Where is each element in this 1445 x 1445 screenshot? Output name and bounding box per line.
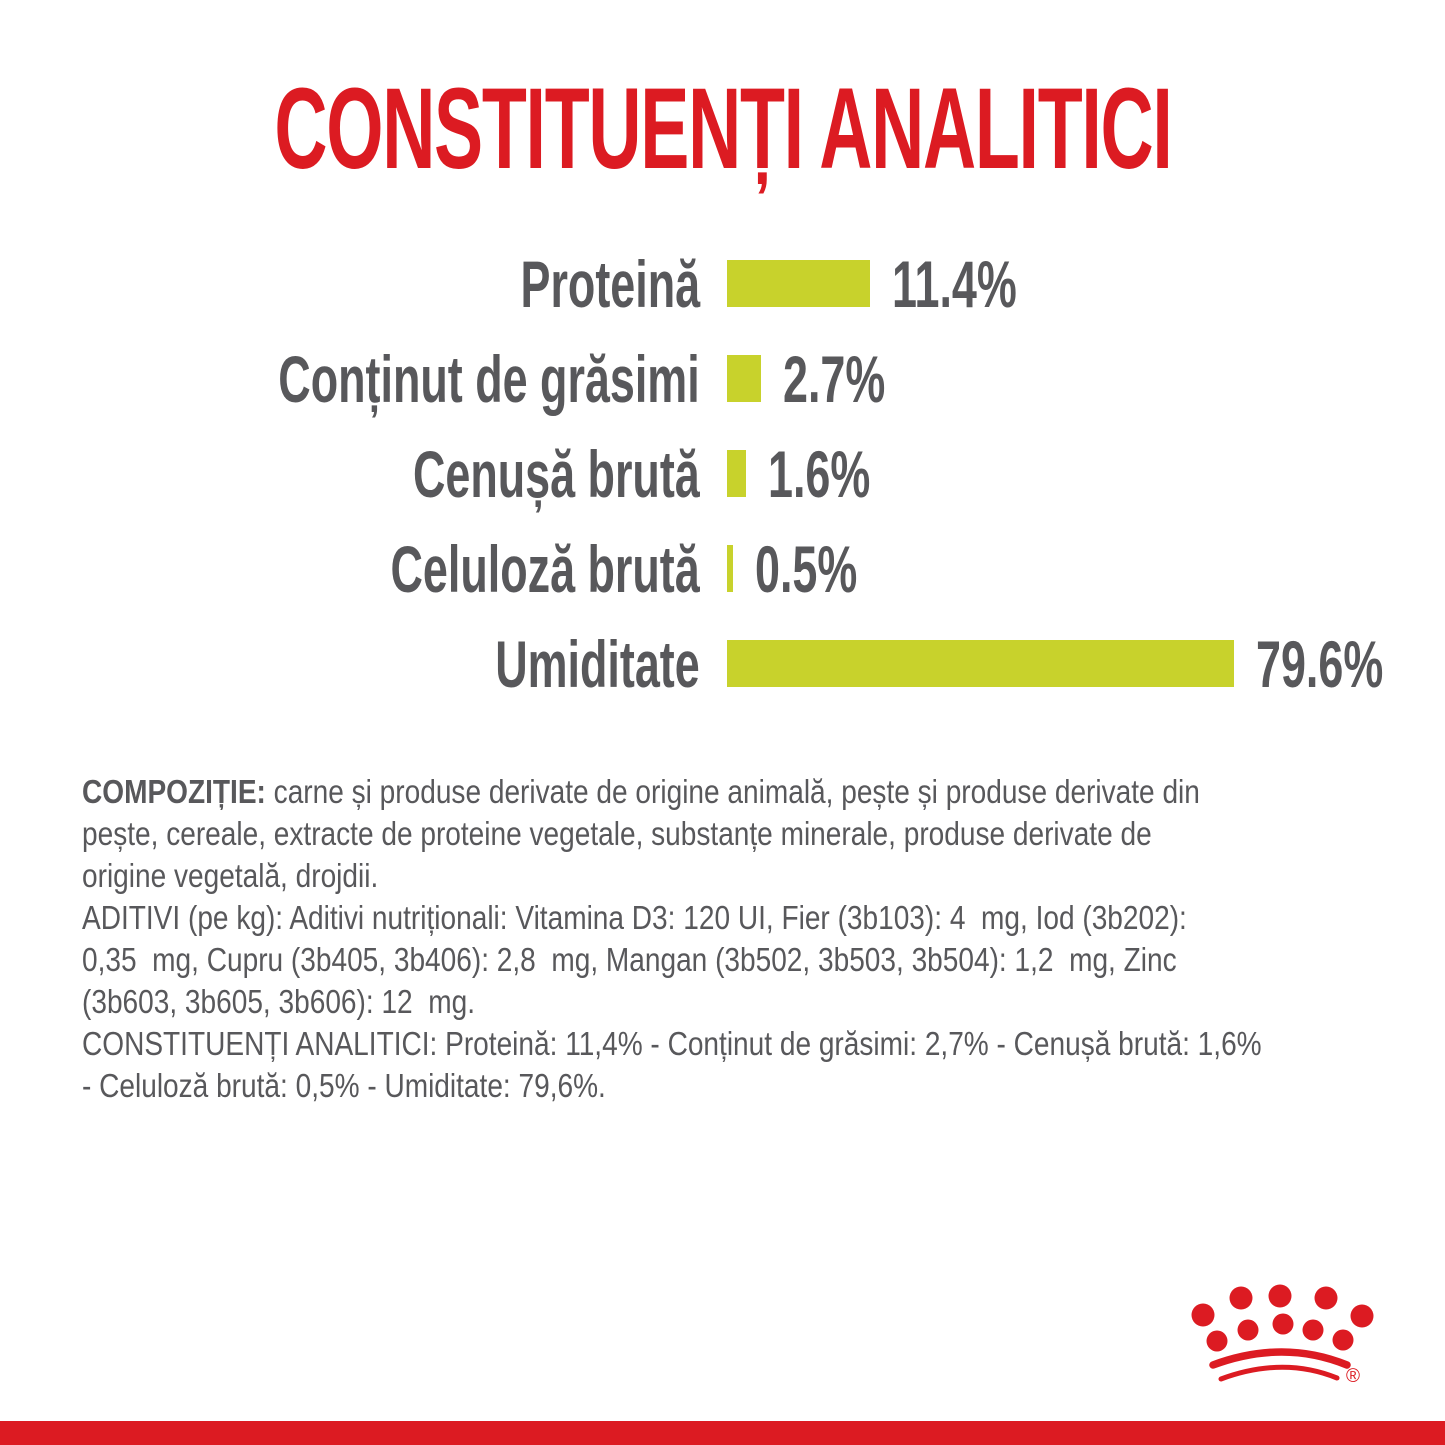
chart-label-cell: Proteină <box>0 251 700 317</box>
chart-value-label: 2.7% <box>783 341 886 416</box>
chart-category-label: Celuloză brută <box>390 531 700 606</box>
chart-bar-cell: 79.6% <box>700 631 1443 697</box>
crown-dot <box>1191 1303 1215 1327</box>
text-line-body: 0,35 mg, Cupru (3b405, 3b406): 2,8 mg, M… <box>82 941 1177 978</box>
chart-category-label: Cenușă brută <box>413 436 700 511</box>
crown-dots <box>1191 1284 1374 1352</box>
chart-category-label: Conținut de grăsimi <box>278 341 700 416</box>
text-line-body: origine vegetală, drojdii. <box>82 857 379 894</box>
composition-text: COMPOZIȚIE: carne și produse derivate de… <box>82 771 1445 1107</box>
text-line-body: (3b603, 3b605, 3b606): 12 mg. <box>82 983 475 1020</box>
crown-dot <box>1268 1284 1292 1308</box>
bottom-red-strip <box>0 1421 1445 1445</box>
chart-value-label: 0.5% <box>755 531 858 606</box>
chart-label-cell: Conținut de grăsimi <box>0 346 700 412</box>
chart-label-cell: Celuloză brută <box>0 536 700 602</box>
chart-value-label: 1.6% <box>768 436 871 511</box>
crown-dot <box>1350 1304 1374 1328</box>
text-line-bold-lead: COMPOZIȚIE: <box>82 773 266 810</box>
crown-dot <box>1332 1329 1354 1351</box>
chart-bar <box>727 355 761 402</box>
crown-dot <box>1272 1313 1294 1335</box>
text-line: ADITIVI (pe kg): Aditivi nutriționali: V… <box>82 897 1445 939</box>
chart-row: Proteină 11.4% <box>0 236 1445 331</box>
text-line: (3b603, 3b605, 3b606): 12 mg. <box>82 981 1445 1023</box>
text-line: 0,35 mg, Cupru (3b405, 3b406): 2,8 mg, M… <box>82 939 1445 981</box>
text-line-body: - Celuloză brută: 0,5% - Umiditate: 79,6… <box>82 1067 606 1104</box>
chart-value-label: 11.4% <box>892 246 1017 321</box>
text-line-body: ADITIVI (pe kg): Aditivi nutriționali: V… <box>82 899 1187 936</box>
text-line-body: carne și produse derivate de origine ani… <box>265 773 1200 810</box>
text-line-body: pește, cereale, extracte de proteine veg… <box>82 815 1152 852</box>
crown-dot <box>1314 1286 1338 1310</box>
chart-bar <box>727 545 733 592</box>
text-line: - Celuloză brută: 0,5% - Umiditate: 79,6… <box>82 1065 1445 1107</box>
text-line: pește, cereale, extracte de proteine veg… <box>82 813 1445 855</box>
chart-bar-cell: 2.7% <box>700 346 933 412</box>
crown-arc-upper <box>1209 1348 1351 1369</box>
chart-row: Conținut de grăsimi 2.7% <box>0 331 1445 426</box>
crown-arcs <box>1209 1348 1351 1382</box>
registered-trademark-icon: ® <box>1346 1366 1360 1387</box>
page-title-wrap: CONSTITUENȚI ANALITICI <box>0 72 1445 187</box>
chart-row: Umiditate 79.6% <box>0 616 1445 711</box>
chart-row: Celuloză brută 0.5% <box>0 521 1445 616</box>
analytical-constituents-chart: Proteină 11.4% Conținut de grăsimi 2.7% Cenu… <box>0 236 1445 711</box>
page-title: CONSTITUENȚI ANALITICI <box>273 65 1173 193</box>
crown-dot <box>1206 1330 1228 1352</box>
crown-dot <box>1229 1286 1253 1310</box>
crown-dot <box>1302 1319 1324 1341</box>
chart-bar-cell: 11.4% <box>700 251 1076 317</box>
chart-row: Cenușă brută 1.6% <box>0 426 1445 521</box>
text-line: origine vegetală, drojdii. <box>82 855 1445 897</box>
chart-bar <box>727 450 746 497</box>
chart-bar-cell: 1.6% <box>700 441 918 507</box>
text-line: CONSTITUENȚI ANALITICI: Proteină: 11,4% … <box>82 1023 1445 1065</box>
chart-bar <box>727 640 1234 687</box>
chart-label-cell: Cenușă brută <box>0 441 700 507</box>
text-line-body: CONSTITUENȚI ANALITICI: Proteină: 11,4% … <box>82 1025 1262 1062</box>
text-line: COMPOZIȚIE: carne și produse derivate de… <box>82 771 1445 813</box>
chart-category-label: Umiditate <box>495 626 700 701</box>
chart-bar-cell: 0.5% <box>700 536 905 602</box>
chart-label-cell: Umiditate <box>0 631 700 697</box>
royal-canin-crown-logo: ® <box>1191 1284 1374 1387</box>
crown-arc-lower <box>1218 1364 1340 1382</box>
crown-dot <box>1237 1319 1259 1341</box>
chart-bar <box>727 260 870 307</box>
chart-value-label: 79.6% <box>1256 626 1384 701</box>
chart-category-label: Proteină <box>520 246 700 321</box>
